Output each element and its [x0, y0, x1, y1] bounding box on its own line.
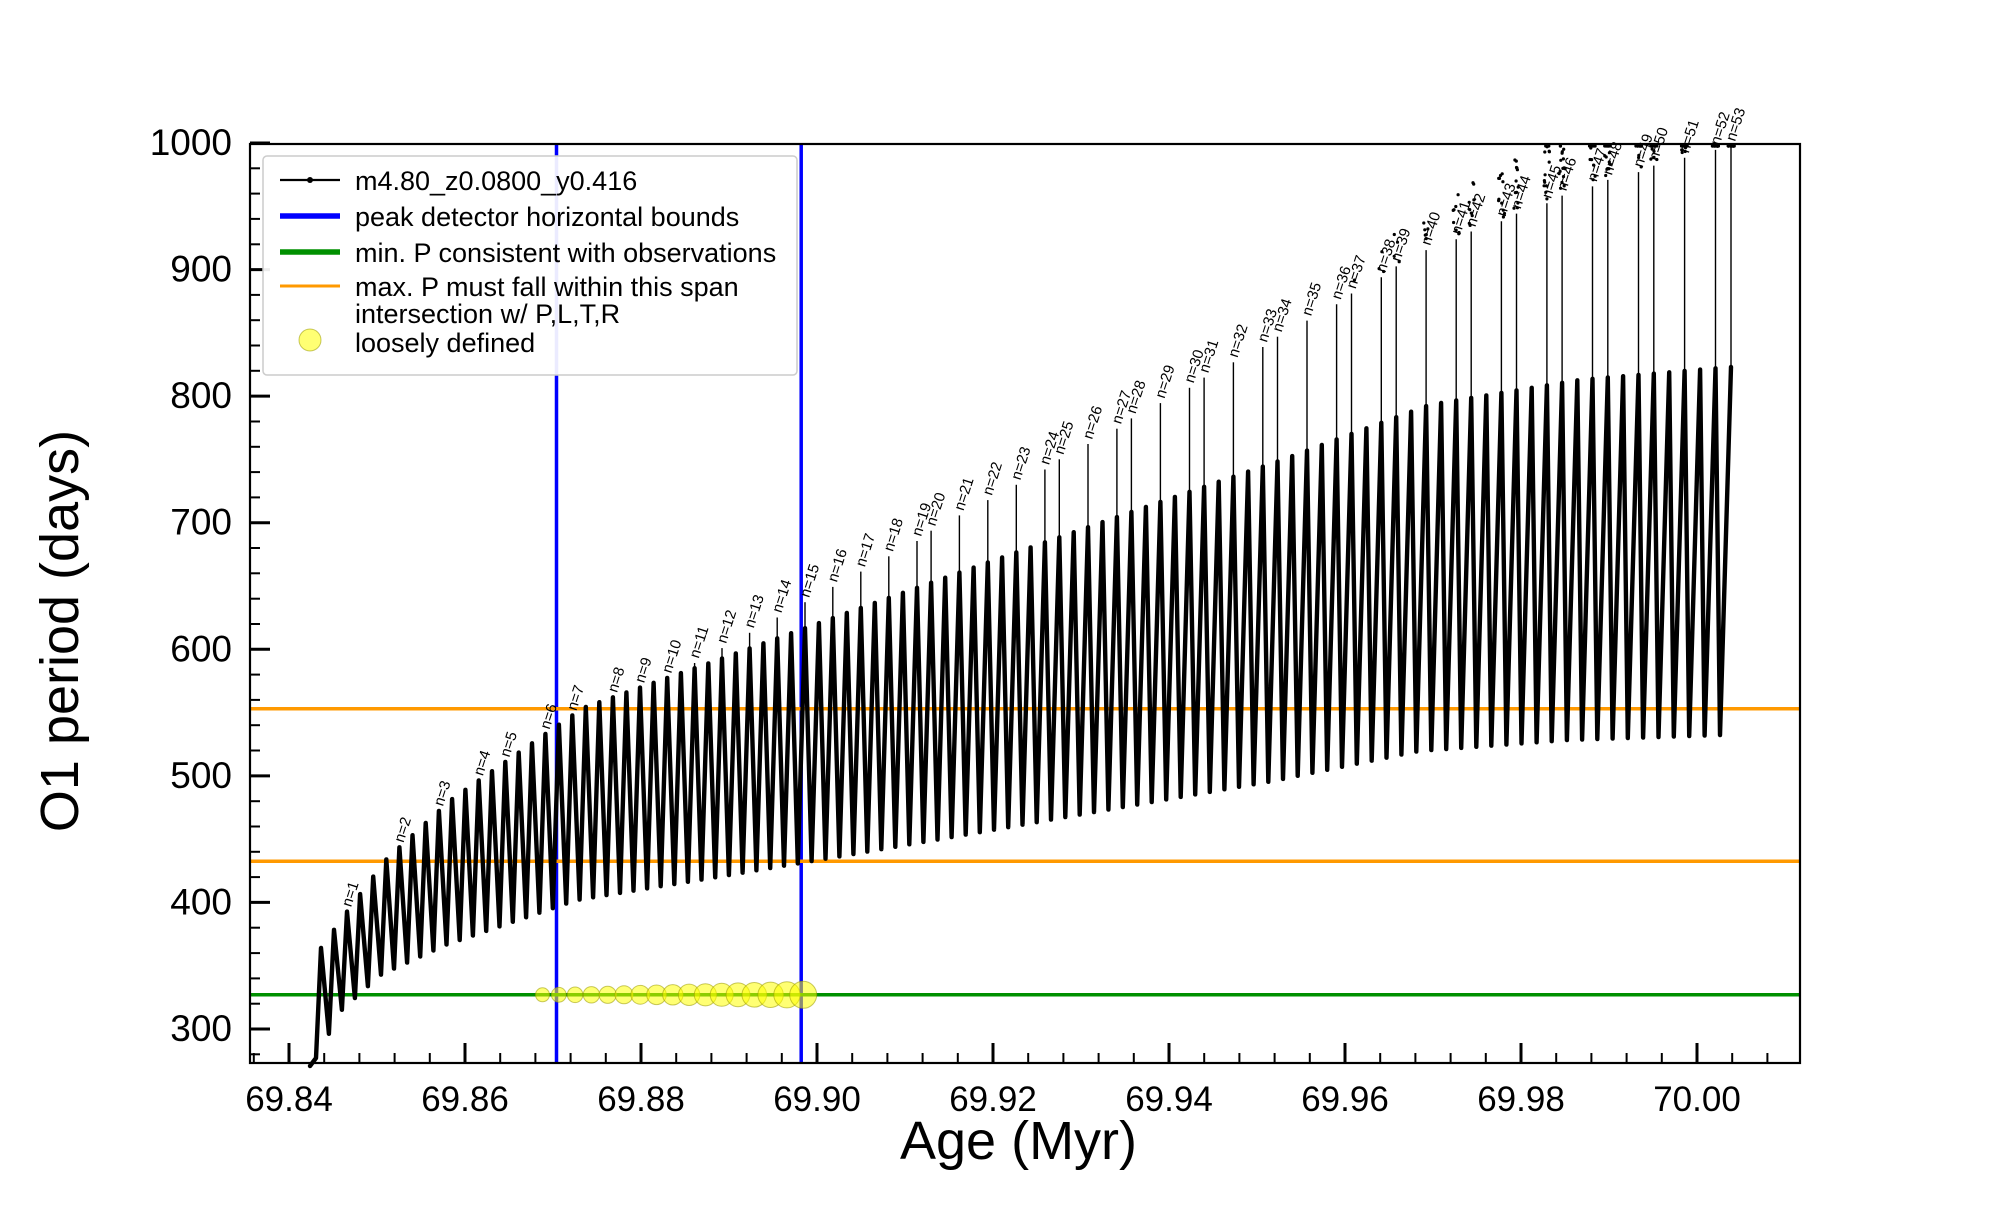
- svg-text:700: 700: [170, 502, 232, 543]
- svg-text:m4.80_z0.0800_y0.416: m4.80_z0.0800_y0.416: [355, 166, 637, 196]
- svg-text:69.88: 69.88: [597, 1080, 685, 1119]
- svg-text:69.84: 69.84: [245, 1080, 333, 1119]
- svg-text:max. P must fall within this s: max. P must fall within this span: [355, 272, 739, 302]
- svg-text:69.98: 69.98: [1477, 1080, 1565, 1119]
- svg-text:min. P consistent with observa: min. P consistent with observations: [355, 238, 776, 268]
- svg-text:900: 900: [170, 249, 232, 290]
- svg-text:1000: 1000: [150, 122, 232, 163]
- svg-text:600: 600: [170, 628, 232, 669]
- svg-text:500: 500: [170, 755, 232, 796]
- svg-text:70.00: 70.00: [1653, 1080, 1741, 1119]
- svg-text:loosely defined: loosely defined: [355, 328, 535, 358]
- svg-text:69.94: 69.94: [1125, 1080, 1213, 1119]
- svg-text:peak detector horizontal bound: peak detector horizontal bounds: [355, 202, 739, 232]
- svg-text:69.86: 69.86: [421, 1080, 509, 1119]
- svg-text:300: 300: [170, 1008, 232, 1049]
- svg-text:69.90: 69.90: [773, 1080, 861, 1119]
- svg-text:intersection w/ P,L,T,R: intersection w/ P,L,T,R: [355, 299, 620, 329]
- svg-text:400: 400: [170, 881, 232, 922]
- svg-text:69.96: 69.96: [1301, 1080, 1389, 1119]
- svg-text:800: 800: [170, 375, 232, 416]
